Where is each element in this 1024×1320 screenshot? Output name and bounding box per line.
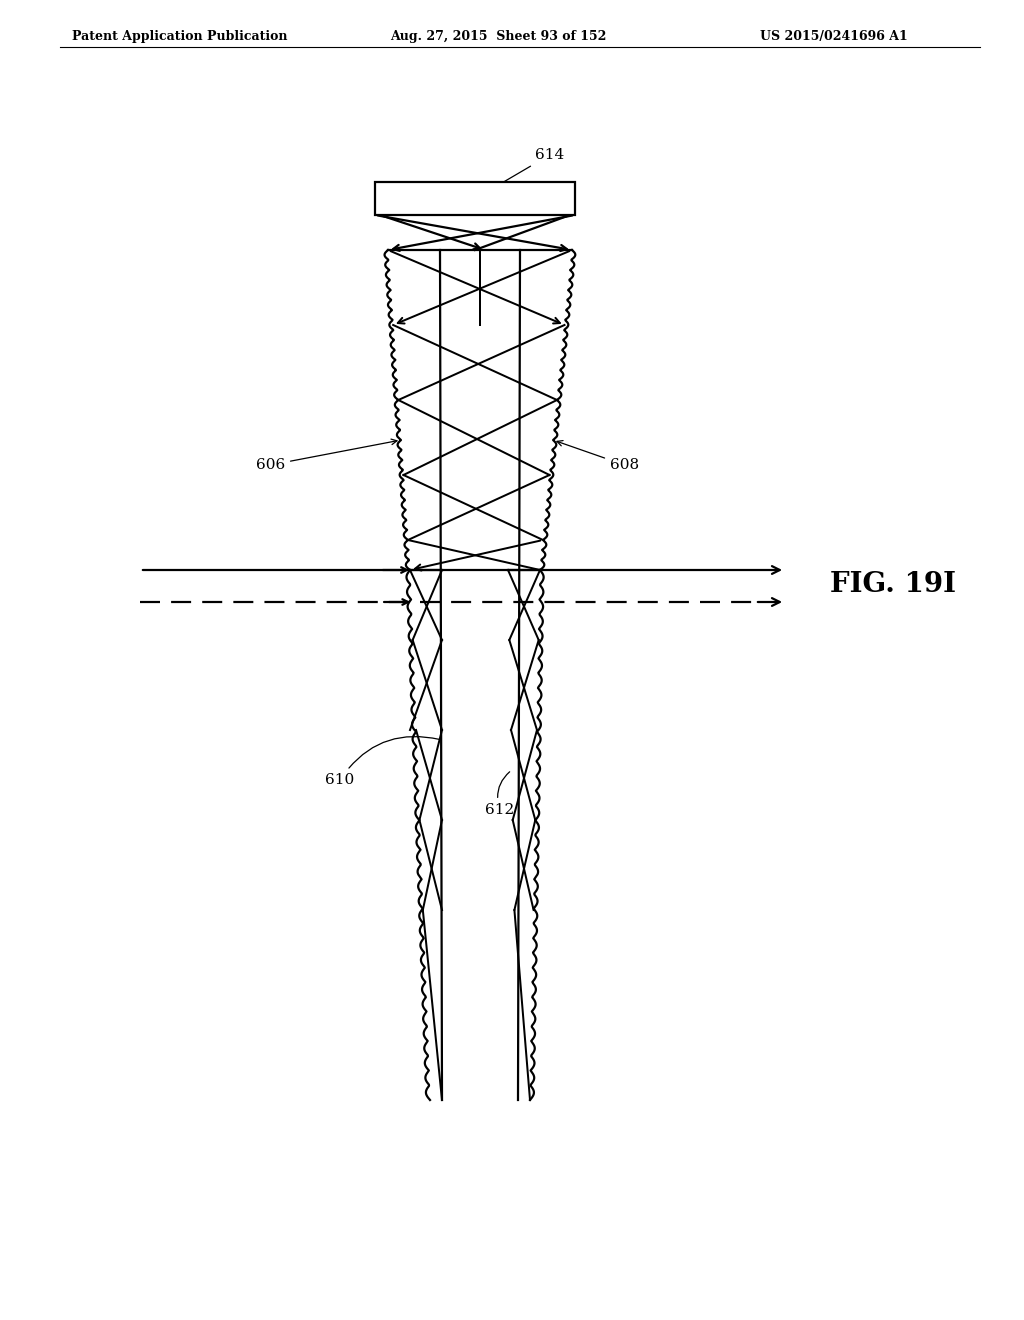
Text: Aug. 27, 2015  Sheet 93 of 152: Aug. 27, 2015 Sheet 93 of 152 bbox=[390, 30, 606, 44]
Text: US 2015/0241696 A1: US 2015/0241696 A1 bbox=[760, 30, 907, 44]
Bar bbox=[375, 182, 575, 215]
Text: FIG. 19I: FIG. 19I bbox=[830, 572, 956, 598]
Text: 610: 610 bbox=[326, 737, 439, 787]
Text: Patent Application Publication: Patent Application Publication bbox=[72, 30, 288, 44]
Text: 606: 606 bbox=[256, 440, 397, 473]
Text: 614: 614 bbox=[498, 148, 564, 186]
Text: 612: 612 bbox=[485, 772, 515, 817]
Text: 608: 608 bbox=[557, 441, 639, 473]
